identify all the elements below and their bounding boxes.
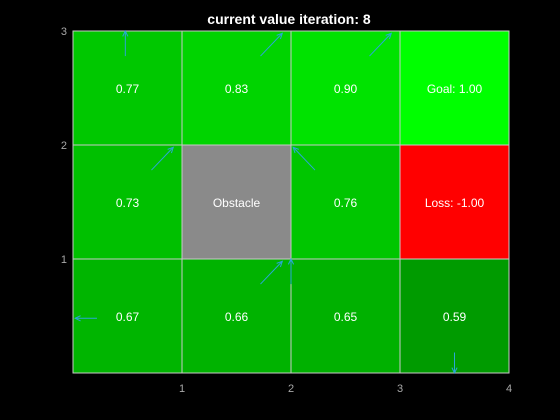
x-tick-label: 1 — [179, 383, 185, 395]
cell-value-label: 0.65 — [334, 310, 358, 324]
policy-arrow-icon — [287, 257, 295, 285]
policy-arrow-icon — [260, 260, 284, 285]
x-tick-label: 3 — [397, 383, 403, 395]
axes-frame — [72, 30, 510, 374]
cell-value-label: 0.73 — [116, 196, 140, 210]
cell-value-label: Goal: 1.00 — [427, 82, 483, 96]
cell-value-label: 0.66 — [225, 310, 249, 324]
cell-value-label: 0.77 — [116, 82, 140, 96]
grid-cell — [400, 31, 509, 145]
cell-value-label: Obstacle — [213, 196, 261, 210]
cell-value-label: 0.59 — [443, 310, 467, 324]
grid-cell — [73, 145, 182, 259]
grid-cell — [73, 259, 182, 373]
policy-arrow-icon — [451, 352, 458, 375]
cell-value-label: 0.90 — [334, 82, 358, 96]
x-tick-label: 2 — [288, 383, 294, 395]
grid-lines — [72, 30, 510, 374]
grid-cell — [182, 259, 291, 373]
policy-arrow-icon — [74, 315, 97, 322]
x-tick-label: 4 — [506, 383, 512, 395]
cell-value-label: 0.83 — [225, 82, 249, 96]
y-tick-label: 2 — [61, 140, 67, 152]
policy-arrow-icon — [260, 32, 284, 57]
policy-arrow-icon — [292, 146, 316, 171]
grid-cell — [291, 259, 400, 373]
cell-labels: 0.77 0.83 0.90 Goal: 1.00 0.73 Obstacle 0.76 Lo… — [116, 82, 485, 324]
grid-cells — [73, 31, 509, 373]
axis-ticks: 1 2 3 4 1 2 3 — [61, 26, 512, 395]
grid-cell — [182, 145, 291, 259]
cell-value-label: 0.76 — [334, 196, 358, 210]
grid-cell — [182, 31, 291, 145]
cell-value-label: Loss: -1.00 — [425, 196, 485, 210]
grid-cell — [400, 145, 509, 259]
grid-cell — [291, 31, 400, 145]
y-tick-label: 3 — [61, 26, 67, 38]
cell-value-label: 0.67 — [116, 310, 140, 324]
policy-arrow-icon — [369, 32, 393, 57]
policy-arrow-icon — [122, 29, 129, 57]
y-tick-label: 1 — [61, 254, 67, 266]
plot-title: current value iteration: 8 — [207, 11, 371, 27]
grid-cell — [73, 31, 182, 145]
policy-arrow-icon — [151, 146, 175, 171]
policy-arrows — [74, 29, 458, 375]
